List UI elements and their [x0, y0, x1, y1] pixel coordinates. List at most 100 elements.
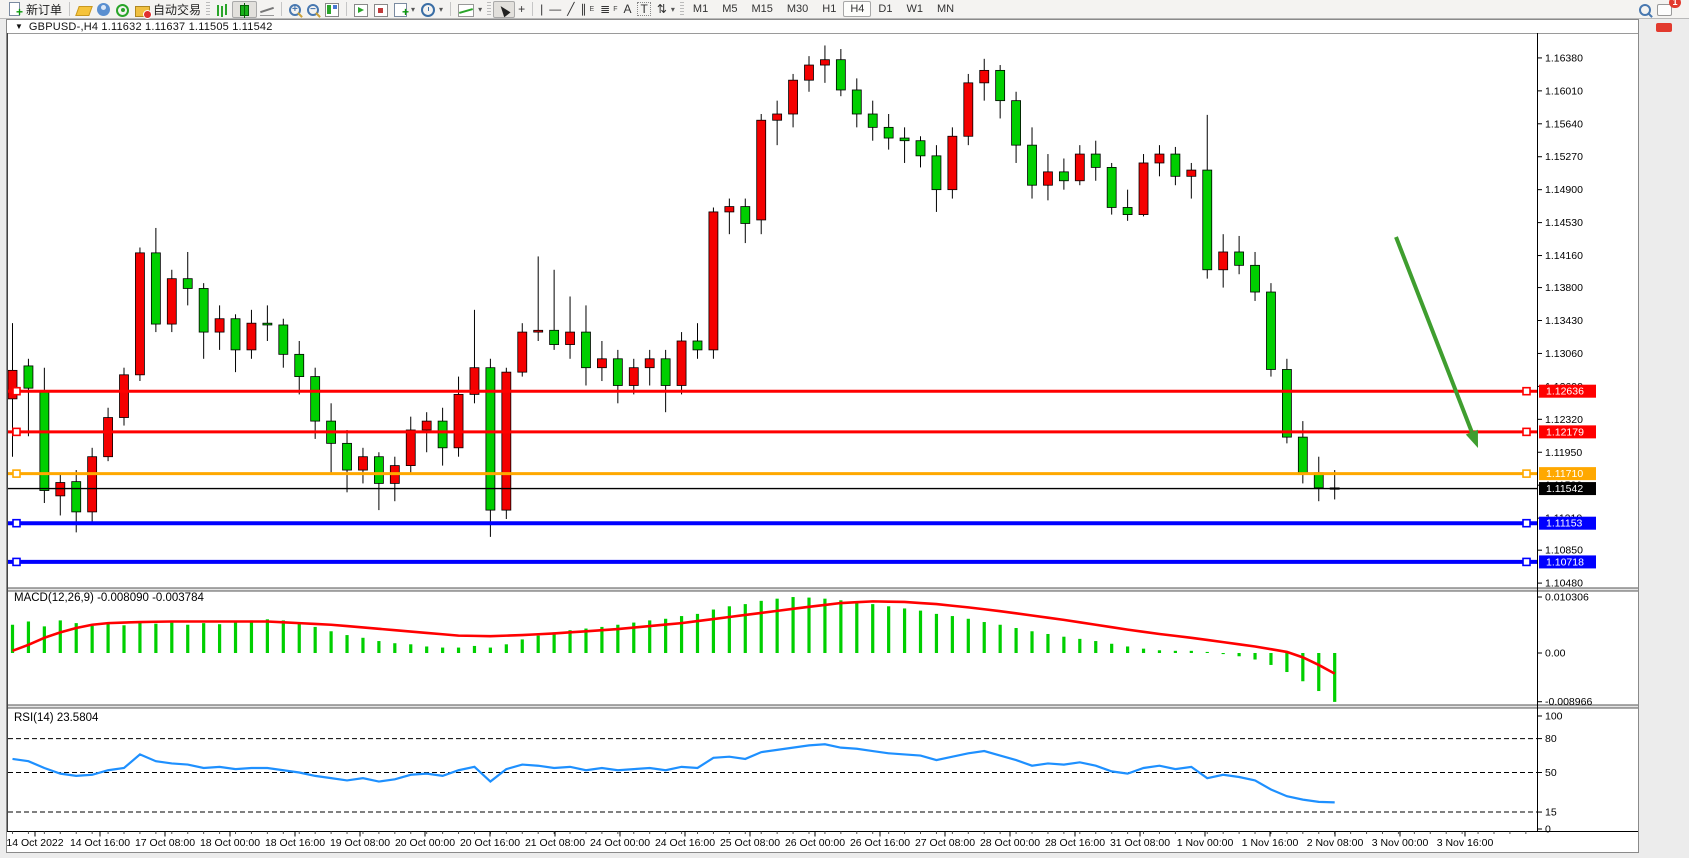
price-tag: 1.11153 — [1539, 516, 1596, 530]
svg-text:3 Nov 00:00: 3 Nov 00:00 — [1372, 837, 1429, 849]
horizontal-line-object[interactable] — [8, 557, 1537, 567]
zoom-out-button[interactable] — [304, 1, 322, 18]
trendline-tool-button[interactable]: ╱ — [564, 1, 577, 18]
crosshair-icon: + — [518, 2, 526, 16]
new-chart-button[interactable]: ▾ — [391, 1, 418, 19]
svg-text:18 Oct 00:00: 18 Oct 00:00 — [200, 837, 260, 849]
horizontal-line-tool-button[interactable]: — — [546, 1, 564, 18]
caret-down-icon: ▾ — [439, 4, 444, 14]
search-button[interactable] — [1636, 1, 1654, 18]
divider — [532, 2, 534, 16]
fibonacci-tool-button[interactable]: ≣ F — [597, 1, 620, 18]
arrows-tool-button[interactable]: ⇅ ▾ — [654, 1, 678, 18]
timeframe-d1-button[interactable]: D1 — [871, 1, 899, 17]
svg-text:50: 50 — [1545, 767, 1557, 779]
crosshair-tool-button[interactable]: + — [515, 1, 528, 18]
svg-text:31 Oct 08:00: 31 Oct 08:00 — [1110, 837, 1170, 849]
svg-text:1.16010: 1.16010 — [1545, 85, 1583, 97]
chart-shift-button[interactable] — [371, 1, 391, 18]
notification-badge: 1 — [1668, 0, 1681, 8]
right-gutter — [1639, 19, 1689, 858]
horizontal-line-object[interactable] — [8, 427, 1537, 437]
period-button[interactable]: ▾ — [418, 1, 446, 18]
new-order-button[interactable]: 新订单 — [4, 1, 65, 19]
channel-tool-button[interactable]: ∥ E — [577, 1, 597, 18]
svg-text:0.010306: 0.010306 — [1545, 592, 1589, 604]
indicators-icon — [458, 3, 475, 17]
svg-text:1.10850: 1.10850 — [1545, 545, 1583, 557]
svg-text:1 Nov 00:00: 1 Nov 00:00 — [1177, 837, 1234, 849]
line-handle — [12, 557, 21, 567]
timeframe-m30-button[interactable]: M30 — [780, 1, 815, 17]
tile-windows-button[interactable] — [322, 1, 342, 18]
svg-text:26 Oct 16:00: 26 Oct 16:00 — [850, 837, 910, 849]
svg-text:100: 100 — [1545, 711, 1563, 723]
timeframe-h1-button[interactable]: H1 — [815, 1, 843, 17]
svg-text:19 Oct 08:00: 19 Oct 08:00 — [330, 837, 390, 849]
timeframe-mn-button[interactable]: MN — [930, 1, 961, 17]
svg-text:28 Oct 16:00: 28 Oct 16:00 — [1045, 837, 1105, 849]
cursor-tool-button[interactable] — [493, 0, 516, 18]
timeframe-m15-button[interactable]: M15 — [744, 1, 779, 17]
zoom-out-icon — [307, 4, 320, 16]
window-control-button[interactable] — [1656, 23, 1672, 32]
svg-text:24 Oct 16:00: 24 Oct 16:00 — [655, 837, 715, 849]
zoom-in-button[interactable] — [286, 1, 304, 18]
line-chart-button[interactable] — [257, 1, 277, 18]
autotrade-button[interactable]: 自动交易 — [132, 1, 204, 19]
horizontal-line-object[interactable] — [8, 386, 1537, 396]
divider — [69, 2, 71, 16]
fibonacci-suffix-label: F — [613, 5, 618, 13]
arrow-annotation[interactable] — [1394, 236, 1478, 448]
candles — [7, 45, 1340, 537]
label-tool-icon: T — [637, 2, 651, 16]
svg-text:0: 0 — [1545, 824, 1551, 836]
svg-text:28 Oct 00:00: 28 Oct 00:00 — [980, 837, 1040, 849]
svg-text:1.13430: 1.13430 — [1545, 315, 1583, 327]
bar-chart-button[interactable] — [212, 1, 232, 18]
timeframe-m5-button[interactable]: M5 — [715, 1, 744, 17]
notifications-button[interactable]: 1 — [1654, 0, 1681, 18]
divider — [487, 2, 492, 16]
toolbar: 新订单 自动交易 ▾ ▾ ▾ + | — ╱ ∥E ≣F A T ⇅▾ M1 M… — [0, 0, 1689, 19]
collapse-triangle-icon[interactable]: ▼ — [15, 22, 23, 31]
auto-scroll-button[interactable] — [351, 1, 371, 18]
chart-title-bar: ▼ GBPUSD-,H4 1.11632 1.11637 1.11505 1.1… — [7, 20, 1638, 33]
text-tool-button[interactable]: A — [620, 1, 634, 18]
indicators-button[interactable]: ▾ — [455, 1, 485, 18]
svg-text:1.10480: 1.10480 — [1545, 578, 1583, 590]
divider — [346, 2, 348, 16]
vertical-line-tool-button[interactable]: | — [537, 1, 546, 18]
line-handle — [1522, 518, 1531, 528]
macd-signal-line — [12, 600, 1336, 675]
horizontal-line-object[interactable] — [8, 469, 1537, 478]
chat-icon — [1657, 4, 1672, 16]
svg-text:1.13060: 1.13060 — [1545, 348, 1583, 360]
svg-text:1.12320: 1.12320 — [1545, 414, 1583, 426]
profile-icon — [97, 3, 111, 16]
horizontal-line-object[interactable] — [8, 518, 1537, 528]
label-tool-button[interactable]: T — [634, 1, 653, 18]
candlestick-chart-button[interactable] — [232, 0, 258, 18]
timeframe-m1-button[interactable]: M1 — [686, 1, 715, 17]
price-tag: 1.12179 — [1539, 425, 1596, 439]
rsi-panel: 100 80 50 15 0 RSI(14) 23.5804 — [8, 711, 1563, 836]
arrows-tool-icon: ⇅ — [656, 2, 667, 16]
channel-icon: ∥ — [580, 2, 587, 16]
timeframe-w1-button[interactable]: W1 — [899, 1, 930, 17]
chart-shift-icon — [374, 3, 389, 17]
svg-text:25 Oct 08:00: 25 Oct 08:00 — [720, 837, 780, 849]
time-axis: 14 Oct 2022 14 Oct 16:00 17 Oct 08:00 18 Oc… — [6, 831, 1638, 849]
channel-suffix-label: E — [589, 5, 595, 13]
svg-text:21 Oct 08:00: 21 Oct 08:00 — [525, 837, 585, 849]
search-icon — [1639, 4, 1651, 16]
trendline-icon: ╱ — [567, 2, 575, 16]
rsi-label: RSI(14) 23.5804 — [14, 712, 99, 724]
timeframe-h4-button[interactable]: H4 — [843, 1, 872, 17]
svg-text:80: 80 — [1545, 733, 1557, 745]
signals-button[interactable] — [113, 1, 132, 18]
svg-text:1.11950: 1.11950 — [1545, 447, 1582, 459]
eraser-button[interactable] — [74, 1, 94, 18]
profile-button[interactable] — [94, 1, 113, 18]
